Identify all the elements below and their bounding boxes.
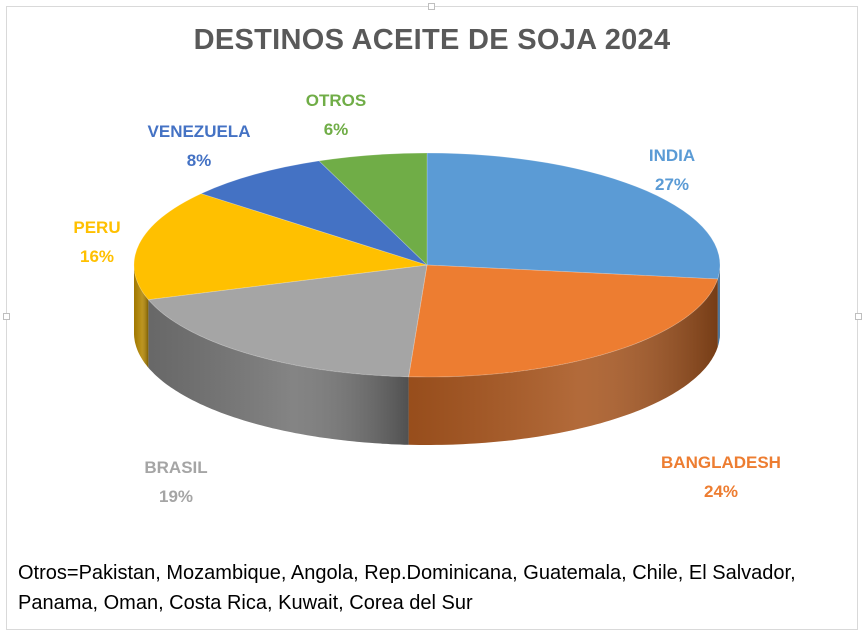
data-label-name: OTROS bbox=[306, 91, 366, 110]
data-label-value: 19% bbox=[159, 487, 193, 506]
pie-slice-brasil[interactable] bbox=[147, 264, 428, 378]
chart-title: DESTINOS ACEITE DE SOJA 2024 bbox=[193, 24, 671, 56]
pie-slice-bangladesh[interactable] bbox=[408, 264, 719, 378]
resize-handle-left[interactable] bbox=[3, 313, 10, 320]
data-label-name: INDIA bbox=[649, 146, 695, 165]
pie-sides bbox=[134, 265, 720, 445]
resize-handle-right[interactable] bbox=[855, 313, 862, 320]
pie-slice-peru[interactable] bbox=[133, 193, 428, 301]
pie-slice-otros[interactable] bbox=[318, 152, 428, 266]
pie-side-shade bbox=[134, 265, 149, 368]
data-label-name: BRASIL bbox=[144, 458, 207, 477]
footnote: Otros=Pakistan, Mozambique, Angola, Rep.… bbox=[18, 562, 796, 614]
pie-labels: INDIA 27% BANGLADESH 24% BRASIL 19% PERU 16% VEN… bbox=[73, 91, 781, 506]
pie-slice-venezuela[interactable] bbox=[200, 160, 428, 266]
pie-side-shade bbox=[717, 267, 720, 347]
resize-handle-top[interactable] bbox=[428, 3, 435, 10]
data-label-value: 27% bbox=[655, 175, 689, 194]
pie-slice-india[interactable] bbox=[426, 152, 721, 280]
data-label-value: 6% bbox=[324, 120, 349, 139]
data-label-value: 8% bbox=[187, 151, 212, 170]
data-label-name: BANGLADESH bbox=[661, 453, 781, 472]
data-label-value: 24% bbox=[704, 482, 738, 501]
data-label-name: PERU bbox=[73, 218, 120, 237]
pie-side-shade bbox=[408, 279, 718, 445]
data-label-value: 16% bbox=[80, 247, 114, 266]
pie-top bbox=[133, 152, 721, 378]
pie-side-shade bbox=[148, 299, 409, 445]
data-label-name: VENEZUELA bbox=[148, 122, 251, 141]
